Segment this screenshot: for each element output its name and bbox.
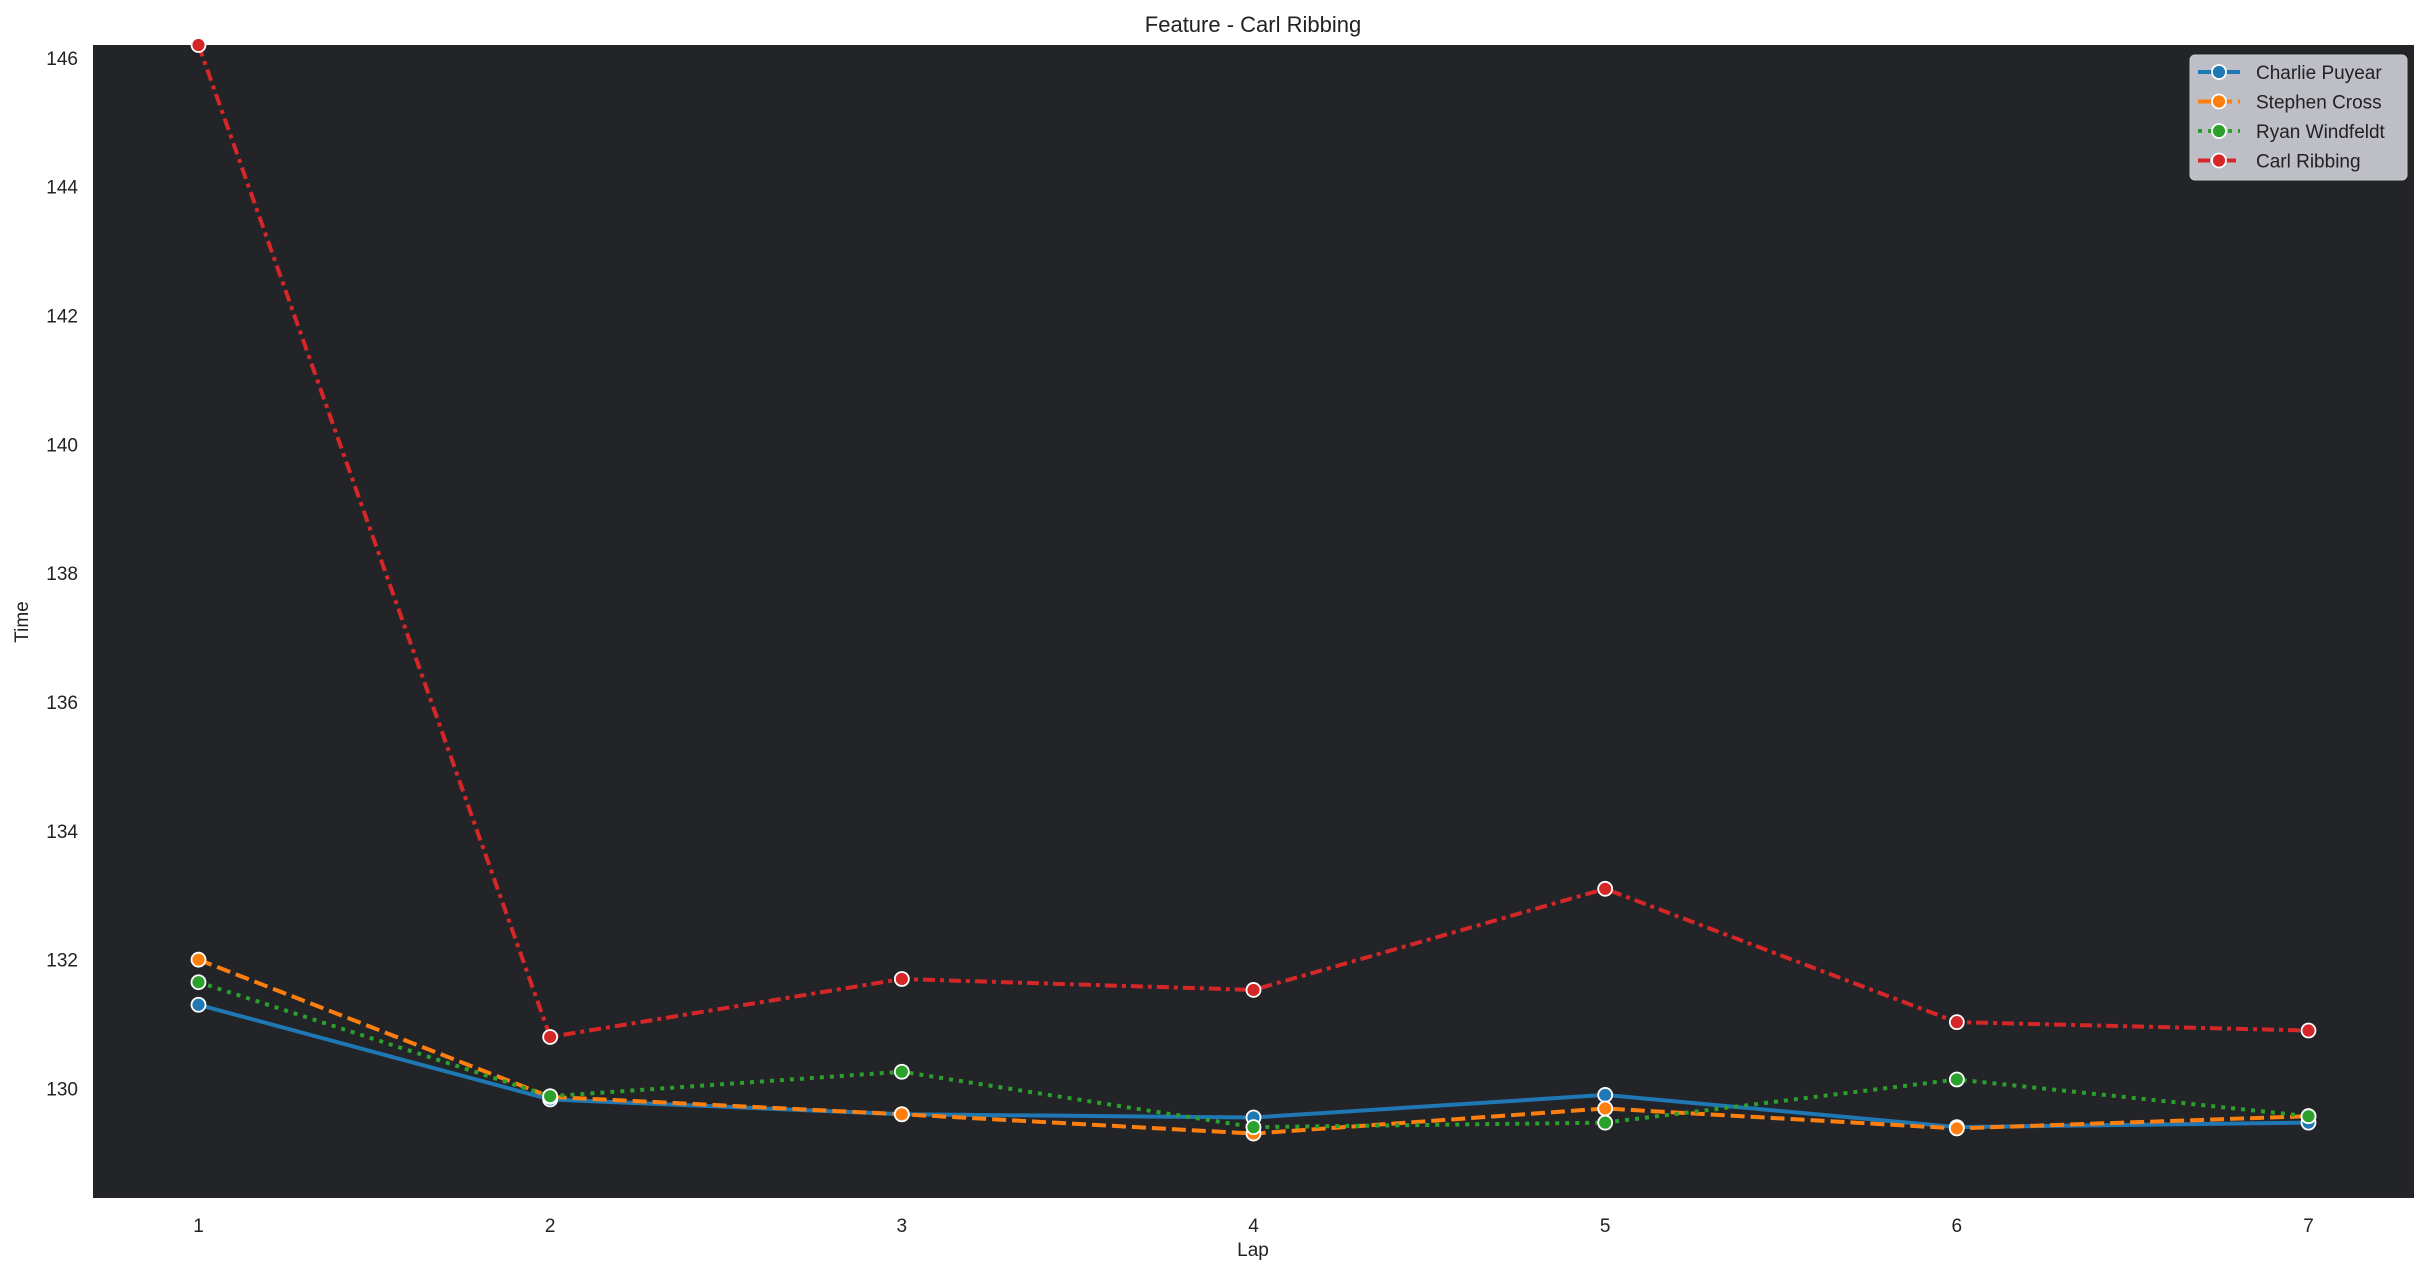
- x-tick-label: 3: [897, 1216, 908, 1237]
- x-tick-label: 7: [2303, 1216, 2314, 1237]
- legend-marker: [2211, 93, 2227, 110]
- y-tick-label: 144: [46, 178, 78, 199]
- data-point: [190, 37, 207, 53]
- legend-label: Stephen Cross: [2256, 93, 2382, 114]
- data-point: [893, 1106, 910, 1123]
- legend: Charlie Puyear Stephen Cross Ryan Windfeld…: [2189, 54, 2408, 181]
- data-point: [1597, 1100, 1614, 1117]
- data-point: [542, 1088, 559, 1105]
- data-point: [1948, 1071, 1965, 1088]
- y-axis-label: Time: [12, 601, 33, 643]
- data-point: [1597, 1114, 1614, 1131]
- y-tick-label: 146: [46, 49, 78, 70]
- y-tick-label: 142: [46, 307, 78, 328]
- y-tick-label: 130: [46, 1079, 78, 1100]
- data-point: [2300, 1022, 2317, 1039]
- legend-marker: [2211, 64, 2227, 80]
- x-tick-label: 6: [1952, 1216, 1963, 1237]
- data-point: [1245, 1119, 1262, 1136]
- y-tick-label: 134: [46, 822, 78, 843]
- y-tick-label: 138: [46, 564, 78, 585]
- legend-marker: [2211, 152, 2227, 169]
- data-point: [893, 971, 910, 987]
- x-tick-label: 1: [193, 1216, 204, 1237]
- data-point: [542, 1029, 559, 1045]
- legend-label: Ryan Windfeldt: [2256, 122, 2386, 143]
- data-point: [1597, 880, 1614, 897]
- legend-label: Charlie Puyear: [2256, 63, 2382, 84]
- data-point: [190, 974, 207, 991]
- y-tick-label: 140: [46, 435, 78, 456]
- y-tick-label: 132: [46, 951, 78, 972]
- y-tick-label: 136: [46, 693, 78, 714]
- x-axis-label: Lap: [1237, 1240, 1269, 1261]
- data-point: [893, 1063, 910, 1080]
- legend-box: [2189, 54, 2408, 181]
- data-point: [1948, 1120, 1965, 1137]
- data-point: [2300, 1108, 2317, 1125]
- x-tick-label: 2: [545, 1216, 556, 1237]
- legend-label: Carl Ribbing: [2256, 152, 2361, 173]
- data-point: [1597, 1087, 1614, 1103]
- data-point: [190, 996, 207, 1013]
- legend-marker: [2211, 123, 2227, 139]
- data-point: [1245, 982, 1262, 998]
- data-point: [1948, 1014, 1965, 1031]
- data-point: [190, 951, 207, 968]
- x-tick-label: 5: [1600, 1216, 1611, 1237]
- x-tick-label: 4: [1248, 1216, 1259, 1237]
- chart-title: Feature - Carl Ribbing: [1145, 12, 1361, 37]
- plot-area: [93, 45, 2414, 1198]
